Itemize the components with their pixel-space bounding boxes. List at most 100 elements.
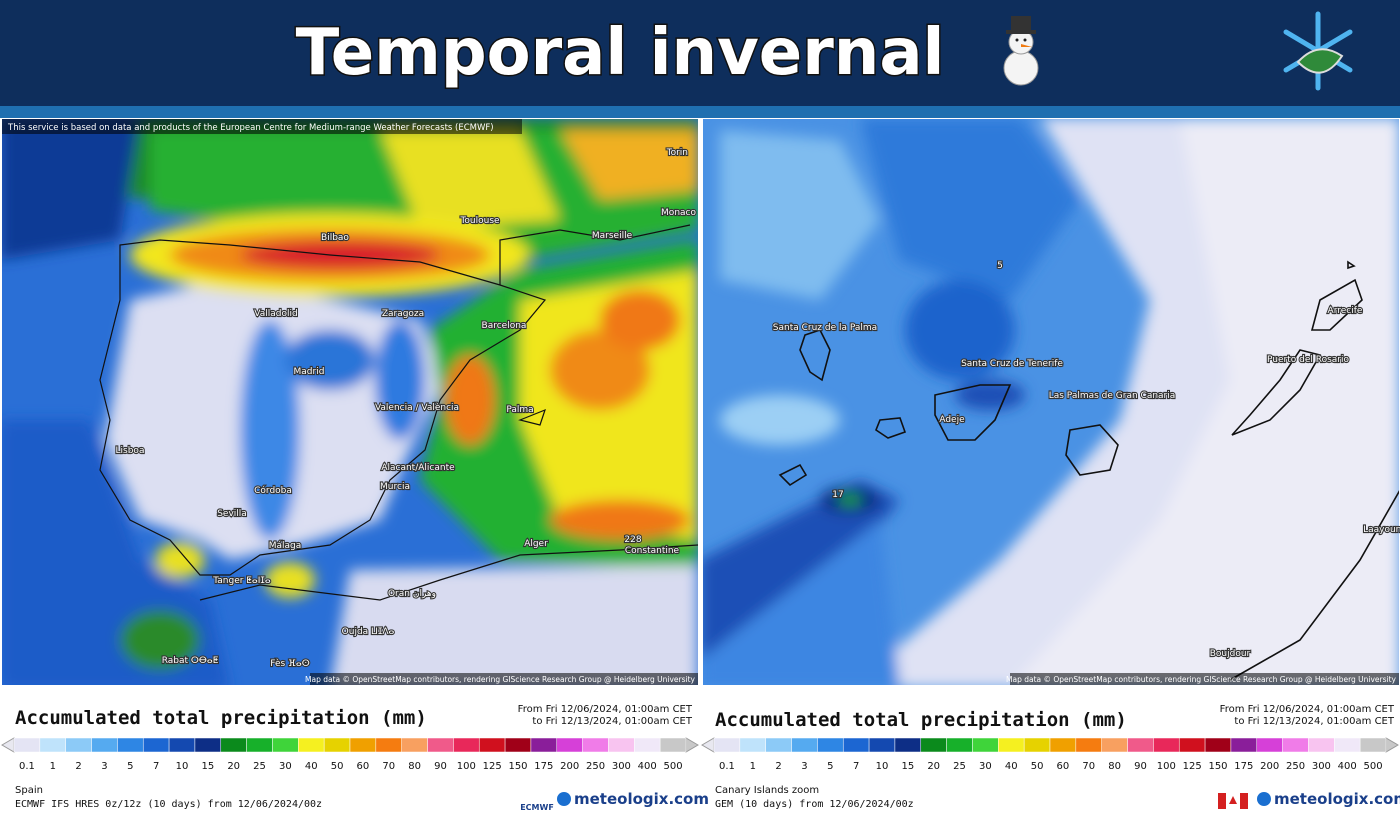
scale-swatch xyxy=(894,737,922,753)
scale-label: 70 xyxy=(382,761,395,772)
scale-label: 7 xyxy=(153,761,159,772)
legend-title: Accumulated total precipitation (mm) xyxy=(715,709,1127,731)
scale-label: 100 xyxy=(1157,761,1176,772)
scale-label: 250 xyxy=(1286,761,1305,772)
scale-swatch xyxy=(1334,737,1361,753)
scale-swatch xyxy=(65,737,92,753)
scale-label: 2 xyxy=(775,761,781,772)
legend-from: From Fri 12/06/2024, 01:00am CET xyxy=(1220,704,1395,715)
place-label: Oran وهران xyxy=(388,589,436,599)
scale-swatch xyxy=(791,737,818,753)
scale-label: 1 xyxy=(50,761,56,772)
scale-label: 1 xyxy=(750,761,756,772)
scale-label: 50 xyxy=(1031,761,1044,772)
scale-arrow xyxy=(1,737,15,753)
brand-name: meteologix.com xyxy=(1274,790,1400,808)
scale-swatch xyxy=(713,737,741,753)
scale-label: 40 xyxy=(1005,761,1018,772)
ecmwf-logo: ECMWF xyxy=(520,803,554,812)
page-title: Temporal invernal xyxy=(296,16,945,90)
model-info: ECMWF IFS HRES 0z/12z (10 days) from 12/… xyxy=(15,799,322,810)
scale-label: 300 xyxy=(612,761,631,772)
scale-swatch xyxy=(39,737,66,753)
scale-swatch xyxy=(998,737,1025,753)
scale-swatch xyxy=(1075,737,1102,753)
attribution: This service is based on data and produc… xyxy=(7,123,494,133)
scale-swatch xyxy=(142,737,170,753)
scale-swatch xyxy=(868,737,896,753)
place-label: Constantine xyxy=(625,546,680,556)
legend-to: to Fri 12/13/2024, 01:00am CET xyxy=(1234,716,1394,727)
scale-swatch xyxy=(168,737,196,753)
scale-label: 20 xyxy=(927,761,940,772)
place-label: Madrid xyxy=(294,367,325,377)
scale-swatch xyxy=(530,737,558,753)
scale-label: 300 xyxy=(1312,761,1331,772)
snowflake-logo xyxy=(1283,11,1353,91)
scale-swatch xyxy=(634,737,661,753)
place-label: Valencia / València xyxy=(375,402,459,413)
scale-label: 15 xyxy=(901,761,914,772)
scale-swatch xyxy=(349,737,377,753)
place-label: 5 xyxy=(997,261,1003,271)
scale-label: 100 xyxy=(457,761,476,772)
scale-label: 30 xyxy=(279,761,292,772)
scale-swatch xyxy=(453,737,480,753)
scale-swatch xyxy=(117,737,144,753)
scale-arrow xyxy=(685,737,699,753)
scale-swatch xyxy=(1101,737,1128,753)
place-label: Valladolid xyxy=(254,309,297,319)
scale-label: 500 xyxy=(664,761,683,772)
place-label: Sevilla xyxy=(217,509,247,519)
place-label: Monaco xyxy=(661,208,696,218)
scale-label: 5 xyxy=(827,761,833,772)
brand-icon xyxy=(1257,792,1271,806)
place-label: Santa Cruz de la Palma xyxy=(773,323,877,333)
scale-label: 400 xyxy=(638,761,657,772)
map-credit: Map data © OpenStreetMap contributors, r… xyxy=(1006,675,1397,684)
scale-swatch xyxy=(478,737,506,753)
place-label: Arrecife xyxy=(1328,306,1363,316)
scale-swatch xyxy=(1308,737,1335,753)
place-label: Palma xyxy=(506,405,533,415)
scale-swatch xyxy=(765,737,792,753)
scale-swatch xyxy=(1230,737,1258,753)
scale-label: 125 xyxy=(1183,761,1202,772)
scale-label: 175 xyxy=(534,761,553,772)
scale-label: 150 xyxy=(1208,761,1227,772)
scale-label: 40 xyxy=(305,761,318,772)
map-credit: Map data © OpenStreetMap contributors, r… xyxy=(305,675,696,684)
scale-swatch xyxy=(659,737,687,753)
scale-label: 7 xyxy=(853,761,859,772)
place-label: Laayoune xyxy=(1363,525,1400,535)
brand-name: meteologix.com xyxy=(574,790,709,808)
scale-label: 60 xyxy=(357,761,370,772)
scale-label: 5 xyxy=(127,761,133,772)
place-label: Alger xyxy=(524,539,548,549)
scale-swatch xyxy=(1359,737,1387,753)
scale-swatch xyxy=(608,737,635,753)
canary-map xyxy=(703,119,1399,685)
scale-swatch xyxy=(220,737,247,753)
header-bar xyxy=(0,0,1400,106)
scale-label: 10 xyxy=(876,761,889,772)
place-label: Puerto del Rosario xyxy=(1267,355,1349,365)
scale-swatch xyxy=(582,737,609,753)
place-label: Boujdour xyxy=(1210,649,1251,659)
scale-swatch xyxy=(1023,737,1051,753)
legend-to: to Fri 12/13/2024, 01:00am CET xyxy=(532,716,692,727)
place-label: Toulouse xyxy=(459,216,500,226)
scale-swatch xyxy=(13,737,41,753)
scale-label: 250 xyxy=(586,761,605,772)
place-label: Murcia xyxy=(380,482,410,492)
place-label: Lisboa xyxy=(116,446,145,456)
region-name: Spain xyxy=(15,785,43,796)
place-label: Rabat ⵔⴱⴰⵟ xyxy=(162,656,219,666)
scale-label: 60 xyxy=(1057,761,1070,772)
scale-label: 400 xyxy=(1338,761,1357,772)
place-label: Marseille xyxy=(592,231,633,241)
scale-label: 80 xyxy=(1108,761,1121,772)
scale-label: 200 xyxy=(1260,761,1279,772)
place-label: 228 xyxy=(624,535,641,545)
